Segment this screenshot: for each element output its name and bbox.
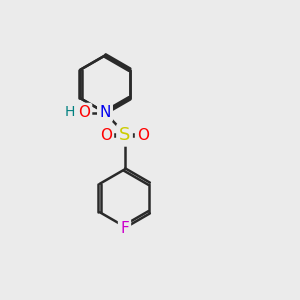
Text: O: O	[137, 128, 149, 142]
Text: H: H	[65, 106, 75, 119]
Text: F: F	[120, 221, 129, 236]
Text: S: S	[119, 126, 130, 144]
Text: N: N	[99, 105, 111, 120]
Text: O: O	[78, 105, 90, 120]
Text: O: O	[100, 128, 112, 142]
